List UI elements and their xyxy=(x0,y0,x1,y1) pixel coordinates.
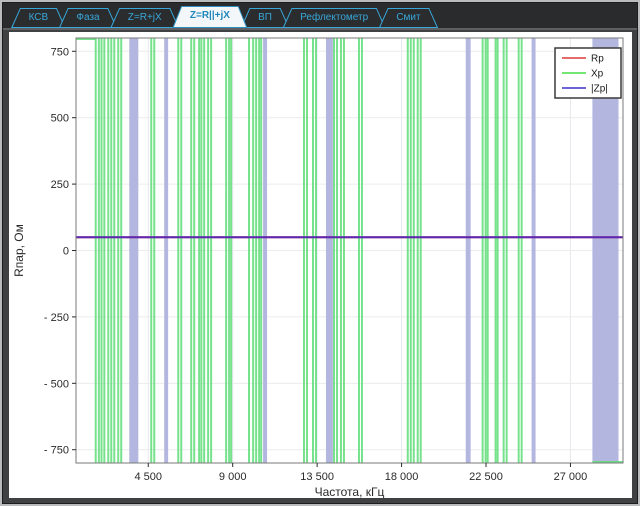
y-tick-label: 750 xyxy=(51,46,69,58)
legend: Rp Xp |Zp| xyxy=(555,48,621,98)
tab-z-series[interactable]: Z=R+jX xyxy=(110,8,179,28)
tab-label: Z=R||+jX xyxy=(174,7,246,27)
y-tick-label: 500 xyxy=(51,113,69,125)
x-tick-label: 4 500 xyxy=(134,471,162,483)
tab-label: ВП xyxy=(242,9,288,27)
x-axis-title: Частота, кГц xyxy=(315,485,385,498)
y-axis-title: Rпар, Ом xyxy=(12,224,26,277)
legend-label: |Zp| xyxy=(591,84,608,95)
tab-label: Z=R+jX xyxy=(112,9,178,27)
impedance-chart: 4 500 9 000 13 500 18 000 22 500 27 000 750 500… xyxy=(9,32,632,498)
y-tick-label: 0 xyxy=(63,246,69,258)
tab-bar: КСВФазаZ=R+jXZ=R||+jXВПРефлектометрСмит xyxy=(3,3,637,30)
tab-z-parallel[interactable]: Z=R||+jX xyxy=(172,6,247,28)
x-tick-label: 22 500 xyxy=(469,471,503,483)
tab-label: Смит xyxy=(380,9,436,27)
analyzer-window: КСВФазаZ=R+jXZ=R||+jXВПРефлектометрСмит … xyxy=(2,2,638,504)
x-tick-label: 27 000 xyxy=(554,471,588,483)
chart-panel: 4 500 9 000 13 500 18 000 22 500 27 000 750 500… xyxy=(9,32,632,498)
tab-vp[interactable]: ВП xyxy=(241,8,290,28)
app-frame: КСВФазаZ=R+jXZ=R||+jXВПРефлектометрСмит … xyxy=(0,0,640,506)
x-tick-label: 13 500 xyxy=(300,471,334,483)
tab-ksv[interactable]: КСВ xyxy=(11,8,66,28)
y-tick-label: - 750 xyxy=(44,445,69,457)
tab-reflektometr[interactable]: Рефлектометр xyxy=(283,8,386,28)
y-tick-label: - 250 xyxy=(44,312,69,324)
tab-smit[interactable]: Смит xyxy=(379,8,438,28)
tab-label: Фаза xyxy=(60,9,115,27)
y-tick-label: 250 xyxy=(51,179,69,191)
tab-faza[interactable]: Фаза xyxy=(59,8,117,28)
legend-label: Xp xyxy=(591,69,604,80)
tab-label: КСВ xyxy=(13,9,65,27)
x-tick-label: 18 000 xyxy=(385,471,419,483)
y-tick-label: - 500 xyxy=(44,378,69,390)
legend-label: Rp xyxy=(591,54,604,65)
gridlines xyxy=(76,38,623,463)
tab-label: Рефлектометр xyxy=(284,9,384,27)
x-tick-label: 9 000 xyxy=(219,471,247,483)
